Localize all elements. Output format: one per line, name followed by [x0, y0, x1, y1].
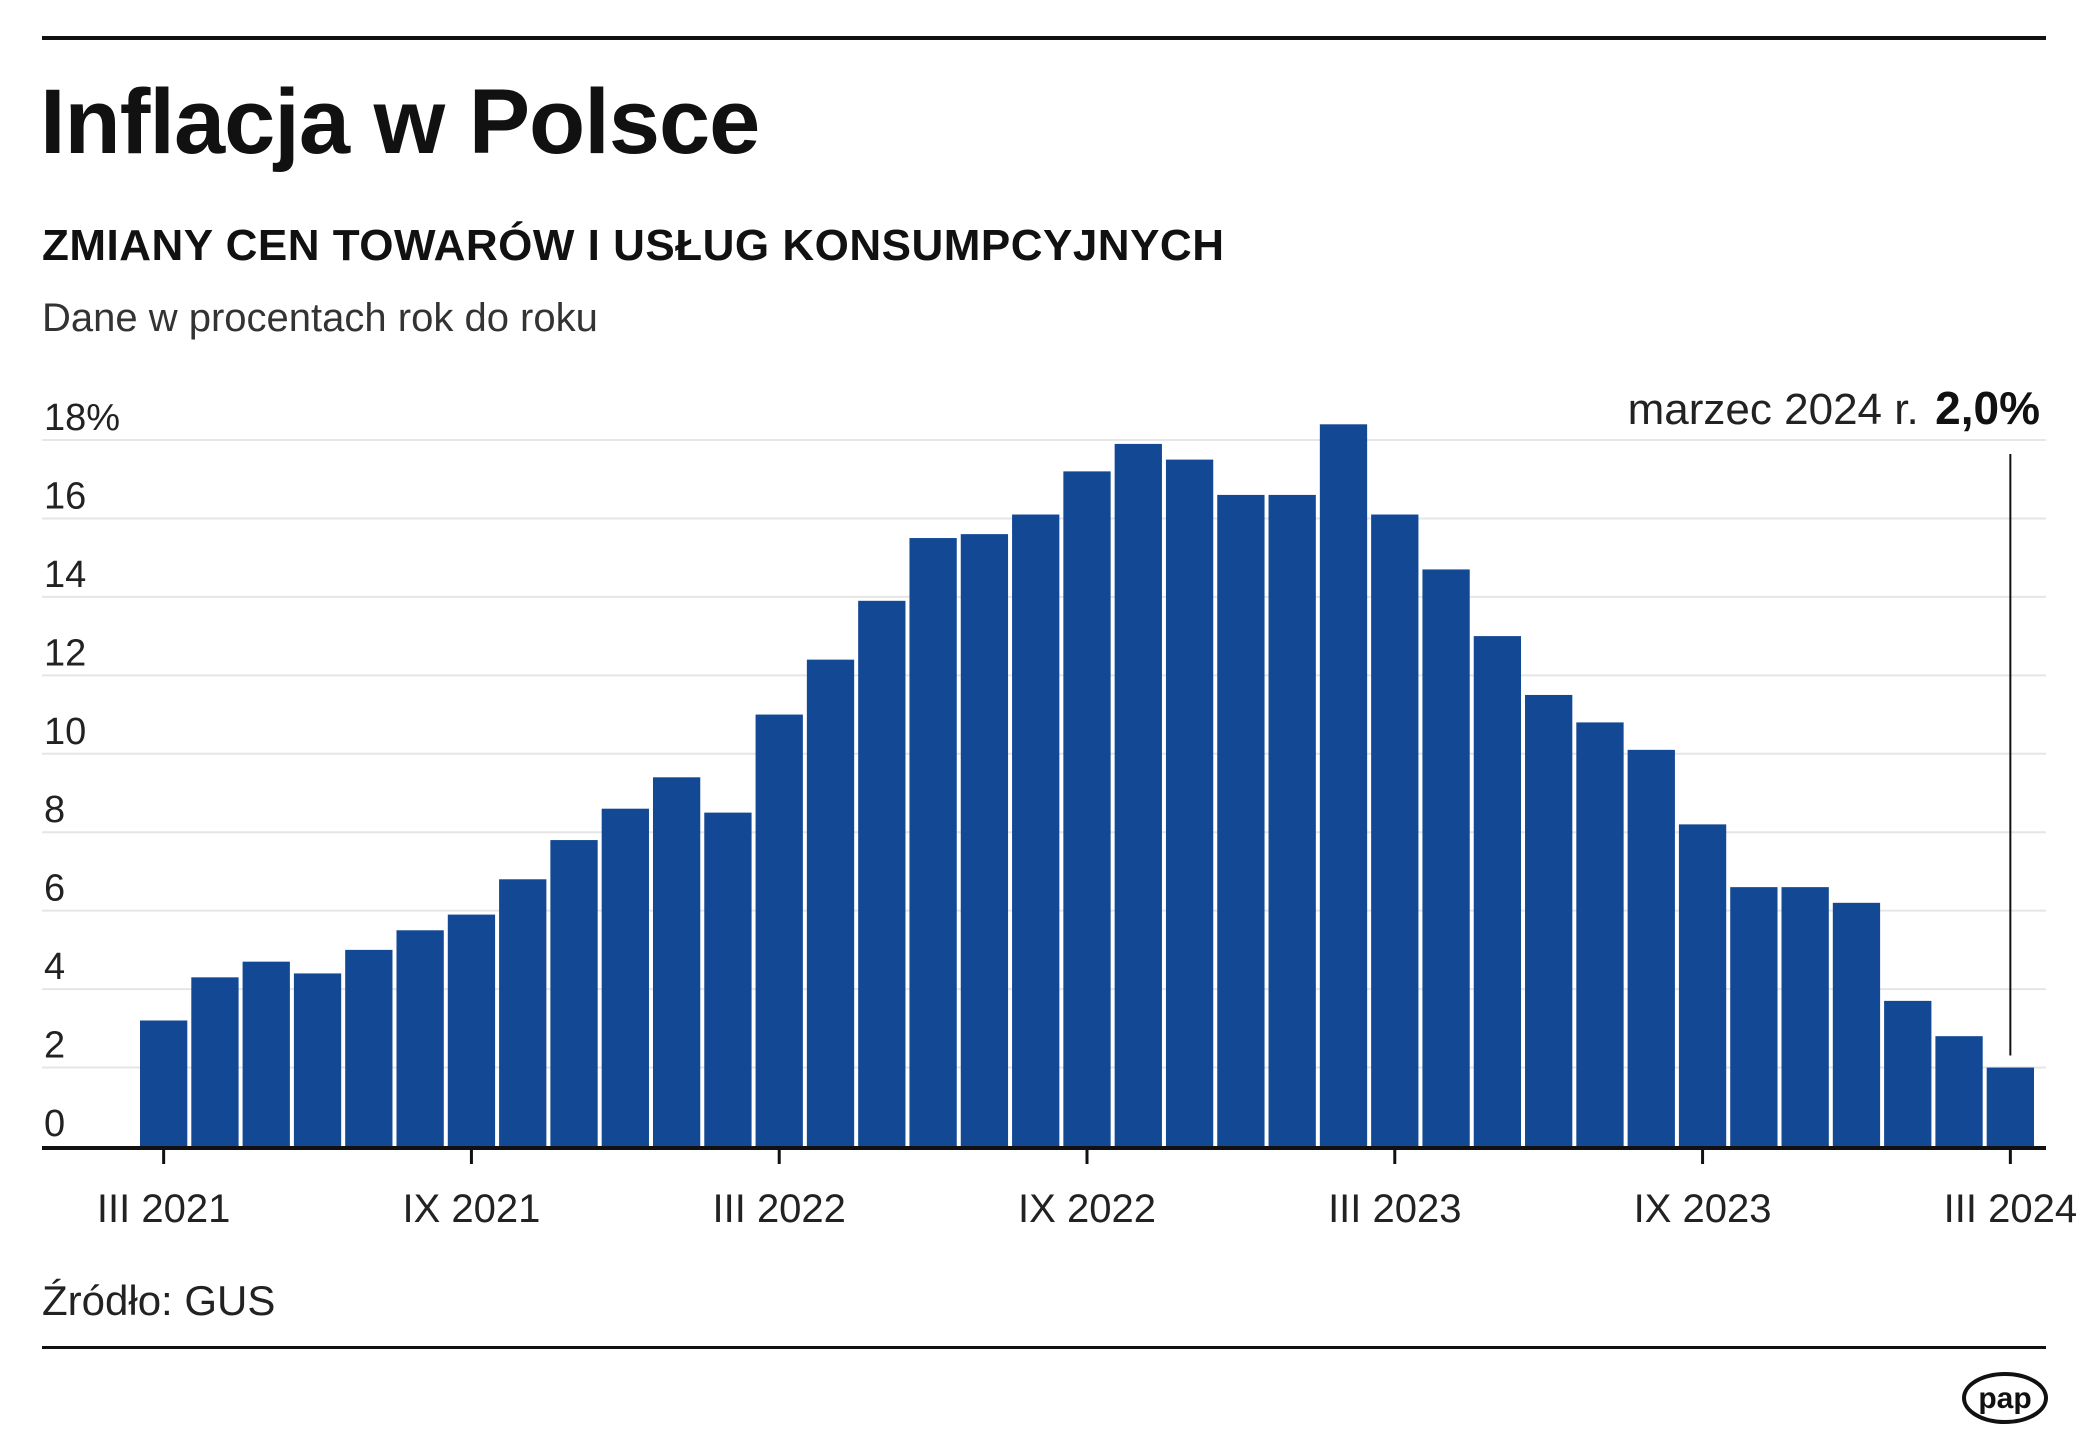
- bar: [1268, 494, 1316, 1146]
- bar: [806, 659, 855, 1146]
- bar-chart: 0 2 4 6 8 10 12 14 16 18% III 2021 IX 2021 III 2022…: [42, 382, 2077, 1231]
- y-tick-label: 14: [44, 554, 86, 596]
- bar: [345, 949, 393, 1146]
- callout-text: marzec 2024 r.: [1628, 385, 1919, 434]
- bar: [1371, 514, 1419, 1146]
- bar: [909, 538, 957, 1146]
- chart-title: Inflacja w Polsce: [40, 71, 760, 173]
- bar: [550, 840, 598, 1146]
- bar: [601, 808, 649, 1146]
- unit-note: Dane w procentach rok do roku: [42, 296, 598, 340]
- bar: [140, 1020, 188, 1146]
- bar: [1473, 636, 1522, 1146]
- x-tick-label: III 2024: [1944, 1187, 2077, 1231]
- bar: [858, 600, 906, 1146]
- y-tick-label: 10: [44, 711, 86, 753]
- bar: [1678, 824, 1727, 1146]
- bar: [1422, 569, 1470, 1146]
- x-axis-ticks: III 2021 IX 2021 III 2022 IX 2022 III 2023 IX…: [97, 1148, 2077, 1231]
- bar: [1986, 1067, 2034, 1146]
- y-tick-label: 18%: [44, 397, 120, 439]
- bar: [1781, 887, 1829, 1146]
- y-tick-label: 0: [44, 1103, 65, 1145]
- last-value-callout: marzec 2024 r. 2,0%: [1628, 382, 2040, 1056]
- bar: [1525, 694, 1573, 1146]
- x-tick-label: III 2021: [97, 1187, 230, 1231]
- bar: [499, 879, 547, 1146]
- bar: [1730, 887, 1778, 1146]
- bar: [1627, 749, 1675, 1146]
- bars: [140, 424, 2034, 1147]
- y-tick-label: 4: [44, 946, 65, 988]
- bottom-rule: [42, 1346, 2046, 1349]
- bar: [1832, 902, 1881, 1146]
- bar: [704, 812, 752, 1146]
- bar: [1884, 1000, 1932, 1146]
- bar: [447, 914, 496, 1146]
- bar: [1114, 443, 1162, 1146]
- bar: [1935, 1036, 1983, 1146]
- callout-value: 2,0%: [1935, 382, 2040, 434]
- bar: [396, 930, 444, 1146]
- bar: [755, 714, 803, 1146]
- source-note: Źródło: GUS: [42, 1277, 276, 1324]
- y-axis-ticks: 0 2 4 6 8 10 12 14 16 18%: [44, 397, 120, 1145]
- chart-subtitle: ZMIANY CEN TOWARÓW I USŁUG KONSUMPCYJNYC…: [42, 221, 1225, 270]
- bar: [1576, 722, 1624, 1146]
- bar: [1012, 514, 1060, 1146]
- bar: [191, 977, 239, 1146]
- bar: [1063, 471, 1111, 1146]
- bar: [1165, 459, 1214, 1147]
- y-tick-label: 12: [44, 632, 86, 674]
- x-tick-label: IX 2022: [1018, 1187, 1156, 1231]
- y-tick-label: 16: [44, 475, 86, 517]
- top-rule: [42, 36, 2046, 40]
- x-tick-label: IX 2023: [1634, 1187, 1772, 1231]
- bar: [960, 534, 1009, 1146]
- bar: [242, 961, 290, 1146]
- bar: [293, 973, 342, 1146]
- y-tick-label: 2: [44, 1025, 65, 1067]
- pap-logo: pap: [1962, 1372, 2048, 1424]
- y-tick-label: 6: [44, 868, 65, 910]
- bar: [1217, 494, 1265, 1146]
- x-tick-label: IX 2021: [402, 1187, 540, 1231]
- svg-text:pap: pap: [1978, 1382, 2031, 1415]
- bar: [1319, 424, 1368, 1146]
- callout-label: marzec 2024 r. 2,0%: [1628, 382, 2040, 434]
- x-tick-label: III 2023: [1328, 1187, 1461, 1231]
- x-tick-label: III 2022: [712, 1187, 845, 1231]
- bar: [652, 777, 701, 1146]
- y-tick-label: 8: [44, 789, 65, 831]
